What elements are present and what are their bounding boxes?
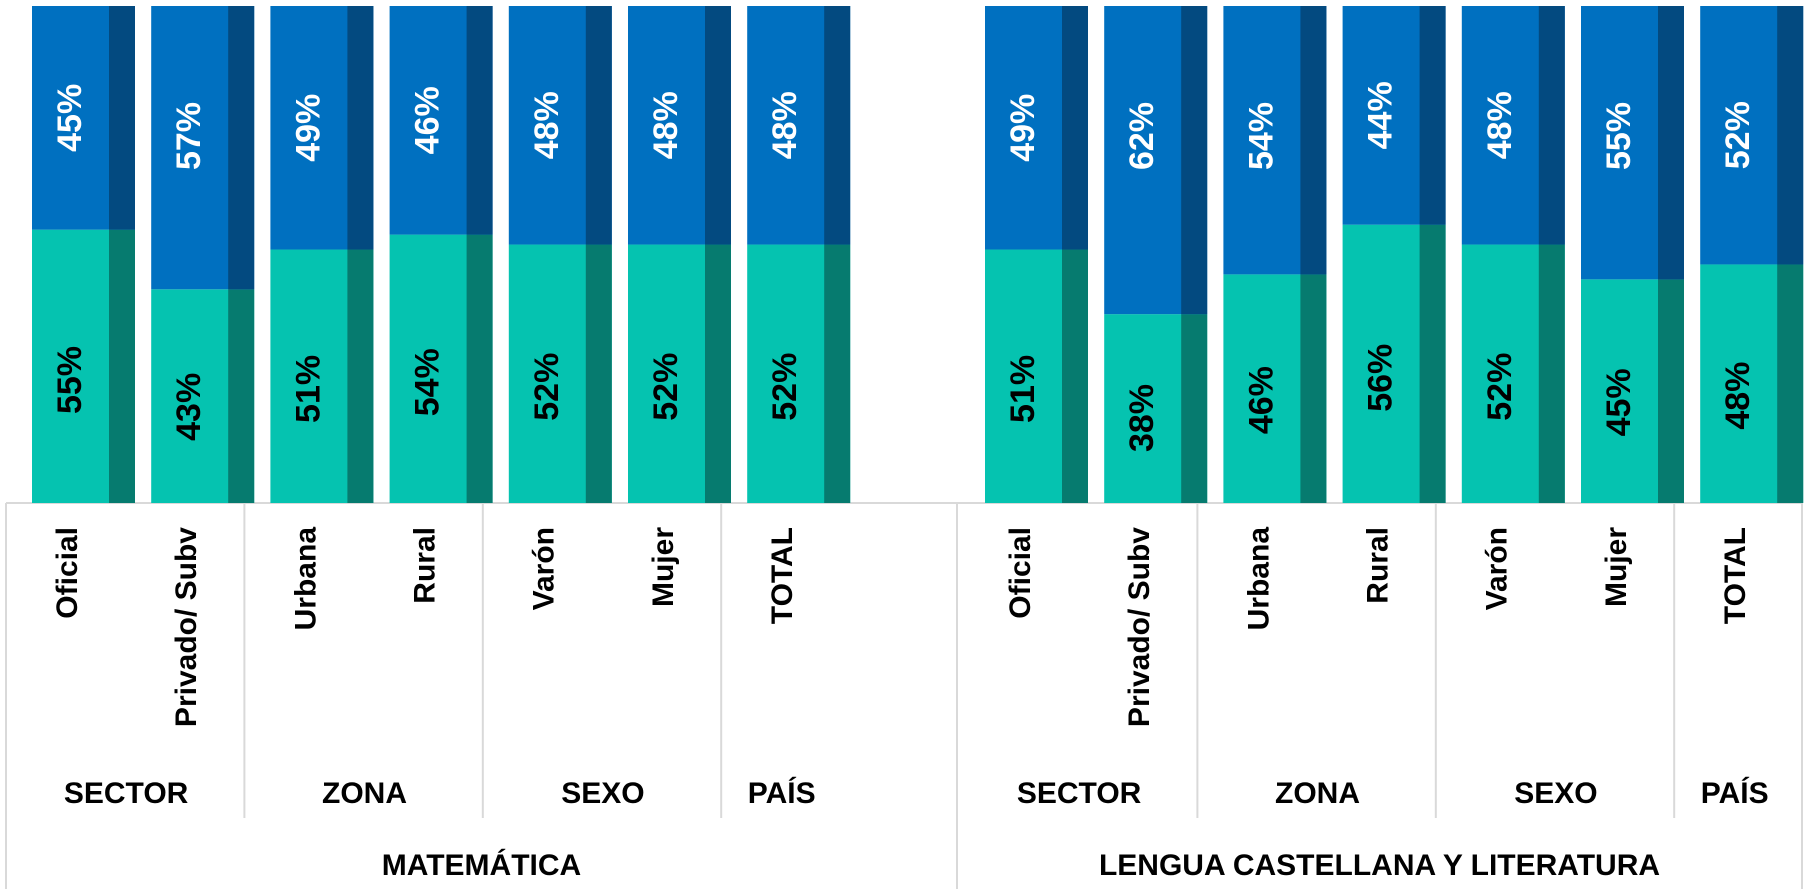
bar-shade [228, 289, 255, 503]
value-label: 51% [1004, 355, 1042, 423]
value-label: 55% [1600, 102, 1638, 170]
category-label: Oficial [1004, 527, 1037, 619]
bar-shade [1181, 314, 1208, 503]
subgroup-label: SECTOR [1017, 777, 1142, 810]
value-label: 56% [1362, 344, 1400, 412]
group-label: LENGUA CASTELLANA Y LITERATURA [1099, 849, 1660, 882]
bar-shade [1419, 224, 1446, 503]
bar-shade [824, 6, 851, 245]
bar-shade [1777, 6, 1804, 265]
value-label: 52% [528, 353, 566, 421]
value-label: 52% [766, 353, 804, 421]
category-label: Urbana [289, 527, 322, 631]
bar-shade [585, 6, 612, 245]
bar-shade [347, 249, 374, 503]
subgroup-label: SEXO [1514, 777, 1597, 810]
value-label: 44% [1362, 81, 1400, 149]
value-label: 52% [1481, 353, 1519, 421]
bar-shade [228, 6, 255, 290]
category-label: Mujer [1600, 527, 1633, 607]
bar-shade [466, 6, 493, 235]
value-label: 54% [1242, 102, 1280, 170]
bar-shade [1538, 6, 1565, 245]
bar-shade [1538, 244, 1565, 503]
value-label: 48% [766, 91, 804, 159]
value-label: 45% [51, 84, 89, 152]
category-label: Privado/ Subv [1123, 527, 1156, 727]
value-label: 48% [1719, 362, 1757, 430]
category-label: Varón [528, 527, 561, 610]
value-label: 62% [1123, 102, 1161, 170]
value-label: 55% [51, 346, 89, 414]
value-label: 48% [528, 91, 566, 159]
category-label: Privado/ Subv [170, 527, 203, 727]
bar-shade [705, 6, 731, 245]
category-label: Varón [1481, 527, 1514, 610]
bar-shade [109, 6, 135, 230]
bar-shade [1419, 6, 1446, 225]
value-label: 49% [1004, 94, 1042, 162]
bar-shade [1062, 249, 1088, 503]
bar-shade [1658, 6, 1684, 280]
bar-shade [1062, 6, 1088, 250]
value-label: 57% [170, 102, 208, 170]
category-label: Rural [1362, 527, 1395, 604]
value-label: 46% [409, 86, 447, 154]
subgroup-label: ZONA [1275, 777, 1360, 810]
group-label: MATEMÁTICA [382, 848, 581, 882]
bar-shade [1300, 6, 1327, 275]
category-label: TOTAL [766, 527, 799, 624]
value-label: 45% [1600, 368, 1638, 436]
subgroup-label: PAÍS [1701, 776, 1769, 810]
subgroup-label: SEXO [561, 777, 644, 810]
bar-shade [1181, 6, 1208, 315]
value-label: 38% [1123, 384, 1161, 452]
bar-shade [109, 229, 135, 503]
subgroup-label: ZONA [322, 777, 407, 810]
bar-shade [1300, 274, 1327, 503]
bar-shade [466, 234, 493, 503]
category-label: TOTAL [1719, 527, 1752, 624]
category-label: Oficial [51, 527, 84, 619]
category-label: Mujer [647, 527, 680, 607]
value-label: 46% [1242, 366, 1280, 434]
bar-shade [1777, 264, 1804, 503]
value-label: 54% [409, 348, 447, 416]
subgroup-label: SECTOR [64, 777, 189, 810]
value-label: 49% [289, 94, 327, 162]
value-label: 51% [289, 355, 327, 423]
subgroup-label: PAÍS [748, 776, 816, 810]
value-label: 48% [1481, 91, 1519, 159]
value-label: 43% [170, 373, 208, 441]
category-label: Rural [409, 527, 442, 604]
value-label: 52% [1719, 101, 1757, 169]
bar-shade [585, 244, 612, 503]
bar-shade [824, 244, 851, 503]
bar-shade [1658, 279, 1684, 503]
category-label: Urbana [1242, 527, 1275, 631]
bar-shade [347, 6, 374, 250]
value-label: 52% [647, 353, 685, 421]
bar-shade [705, 244, 731, 503]
value-label: 48% [647, 91, 685, 159]
